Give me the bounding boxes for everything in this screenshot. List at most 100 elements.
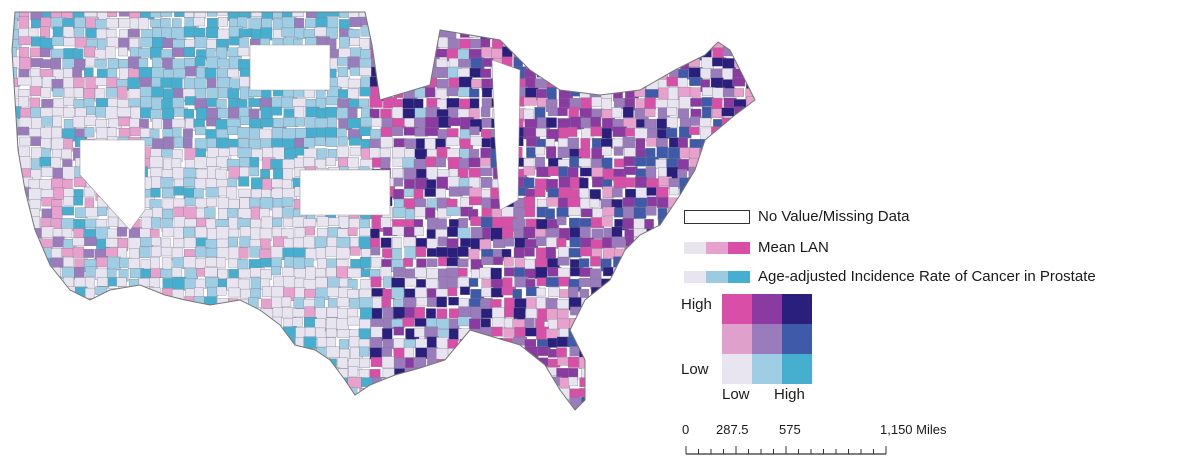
county: [17, 219, 31, 228]
county: [567, 78, 582, 92]
county: [590, 376, 601, 389]
county: [118, 397, 132, 410]
county: [348, 12, 359, 19]
missing-data-region-montana: [249, 44, 331, 91]
county: [62, 347, 76, 361]
county: [469, 347, 484, 357]
county: [150, 187, 161, 198]
county: [338, 216, 349, 229]
county: [501, 248, 512, 259]
county: [537, 389, 550, 398]
county: [327, 408, 341, 410]
county: [622, 257, 633, 271]
county: [613, 408, 626, 410]
county: [567, 408, 581, 410]
county: [490, 347, 503, 359]
county: [523, 158, 535, 167]
county: [743, 48, 755, 61]
county: [327, 397, 338, 407]
county: [435, 389, 446, 400]
county: [336, 318, 349, 330]
county: [602, 206, 616, 217]
county: [28, 258, 40, 273]
county: [677, 348, 691, 359]
bivariate-cell: [722, 324, 752, 354]
county: [229, 138, 240, 148]
county: [84, 67, 94, 78]
county: [28, 188, 43, 201]
county: [94, 349, 108, 358]
county: [185, 66, 198, 77]
county: [218, 307, 232, 317]
county: [183, 206, 198, 220]
county: [227, 318, 238, 329]
county: [85, 38, 100, 48]
county: [19, 318, 31, 330]
county: [184, 368, 194, 380]
county: [438, 329, 451, 339]
county: [380, 217, 392, 229]
county: [744, 256, 755, 268]
county: [603, 318, 617, 327]
county: [160, 318, 172, 328]
county: [701, 336, 714, 347]
county: [129, 298, 140, 308]
county: [745, 187, 755, 200]
county: [622, 329, 637, 338]
county: [622, 26, 634, 37]
county: [171, 47, 186, 57]
county: [215, 168, 227, 181]
county: [657, 246, 669, 260]
x-axis-high-label: High: [774, 386, 805, 403]
county: [216, 156, 229, 168]
county: [625, 66, 637, 80]
county: [567, 28, 579, 38]
county: [537, 418, 547, 428]
bivariate-cell: [782, 324, 812, 354]
county: [339, 36, 350, 50]
county: [591, 397, 605, 407]
county: [656, 357, 667, 367]
county: [40, 17, 52, 28]
county: [140, 297, 152, 309]
county: [601, 127, 612, 139]
county: [227, 407, 241, 410]
county: [348, 419, 360, 431]
county: [140, 367, 153, 379]
county: [611, 226, 623, 237]
county: [403, 347, 414, 358]
county: [184, 346, 197, 360]
county: [95, 77, 108, 86]
county: [172, 276, 187, 291]
county: [635, 377, 646, 387]
county: [611, 236, 625, 248]
county: [492, 239, 506, 248]
county: [448, 377, 461, 390]
county: [72, 329, 87, 339]
county: [757, 149, 770, 158]
county: [40, 127, 52, 140]
county: [28, 299, 42, 308]
county: [414, 398, 428, 410]
county: [393, 12, 405, 18]
county: [600, 308, 615, 320]
county: [624, 18, 638, 27]
county: [746, 78, 755, 90]
county: [238, 388, 248, 402]
county: [40, 388, 54, 402]
county: [622, 197, 637, 208]
county: [535, 266, 548, 279]
county: [535, 47, 548, 59]
county: [392, 106, 403, 121]
county: [558, 399, 569, 410]
county: [392, 408, 407, 410]
county: [469, 367, 480, 378]
county: [328, 217, 341, 226]
county: [185, 417, 195, 428]
county: [481, 46, 493, 58]
county: [97, 38, 107, 51]
county: [84, 127, 95, 138]
county: [229, 369, 243, 379]
county: [468, 18, 481, 32]
county: [700, 178, 711, 189]
